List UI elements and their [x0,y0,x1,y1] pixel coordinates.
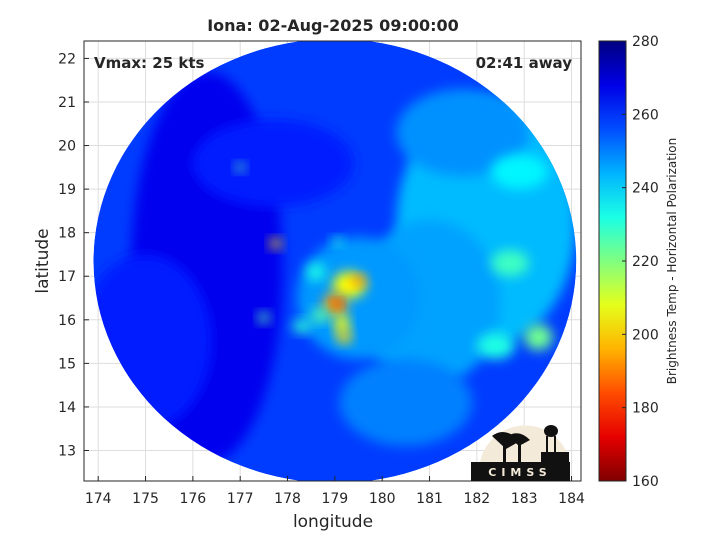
temp-region [491,250,529,277]
colorbar: 160 180 200 220 240 260 280 Brightness Temp - … [598,34,679,490]
colorbar-gradient [598,40,627,482]
y-tick-label: 14 [58,400,76,416]
temp-region [192,119,354,207]
temp-region [297,237,421,360]
y-axis-label: latitude [33,228,53,293]
logo-text: CIMSS [488,466,551,479]
chart-title: Iona: 02-Aug-2025 09:00:00 [207,16,459,35]
x-axis-label: longitude [293,512,373,532]
logo-tower-icon [541,425,569,462]
temp-region [258,312,270,323]
brightness-temp-swath [93,41,577,481]
temp-region [292,319,312,333]
x-tick-label: 178 [274,491,301,507]
plot-area: 174 175 176 177 178 179 180 181 182 183 184 13 14 15… [58,40,585,507]
colorbar-tick-label: 280 [632,34,659,50]
temp-region [235,162,245,172]
colorbar-tick-label: 180 [632,401,659,417]
temp-region [332,300,342,309]
x-tick-label: 176 [179,491,206,507]
temp-region [524,324,553,351]
colorbar-tick-label: 200 [632,327,659,343]
y-tick-label: 16 [58,313,76,329]
x-tick-label: 181 [416,491,443,507]
away-annotation: 02:41 away [476,54,573,72]
y-tick-label: 13 [58,444,76,460]
x-tick-label: 179 [321,491,348,507]
x-tick-label: 177 [227,491,254,507]
y-tick-label: 18 [58,226,76,242]
x-tick-label: 180 [369,491,396,507]
temp-region [334,313,350,336]
temp-region [339,359,473,447]
plot-frame [83,40,582,482]
temp-region [270,238,282,249]
x-tick-label: 175 [132,491,159,507]
swath-field [93,41,577,481]
logo-band [471,462,570,481]
cimss-logo: CIMSS [471,425,570,481]
colorbar-tick-label: 240 [632,181,659,197]
y-tick-label: 15 [58,356,76,372]
temp-region [396,88,529,177]
colorbar-tick-label: 220 [632,254,659,270]
temp-region [311,308,331,322]
colorbar-ticks: 160 180 200 220 240 260 280 [622,34,659,490]
x-tick-label: 174 [85,491,112,507]
y-tick-label: 17 [58,269,76,285]
y-tick-label: 20 [58,139,76,155]
colorbar-tick-label: 160 [632,474,659,490]
temp-region [476,332,515,360]
x-tick-label: 182 [463,491,490,507]
y-tick-label: 19 [58,182,76,198]
temp-region [306,263,326,281]
temp-region [351,275,366,286]
x-axis-ticks: 174 175 176 177 178 179 180 181 182 183 184 [85,476,585,507]
temp-region [331,237,343,246]
colorbar-label: Brightness Temp - Horizontal Polarizatio… [665,138,679,385]
x-tick-label: 184 [558,491,585,507]
y-tick-label: 21 [58,95,76,111]
colorbar-tick-label: 260 [632,107,659,123]
temp-region [491,154,548,190]
y-axis-ticks: 13 14 15 16 17 18 19 20 21 22 [58,51,89,460]
vmax-annotation: Vmax: 25 kts [94,54,204,72]
y-tick-label: 22 [58,51,76,67]
temp-region [337,330,352,344]
x-tick-label: 183 [511,491,538,507]
logo-dish-icon [492,432,530,462]
